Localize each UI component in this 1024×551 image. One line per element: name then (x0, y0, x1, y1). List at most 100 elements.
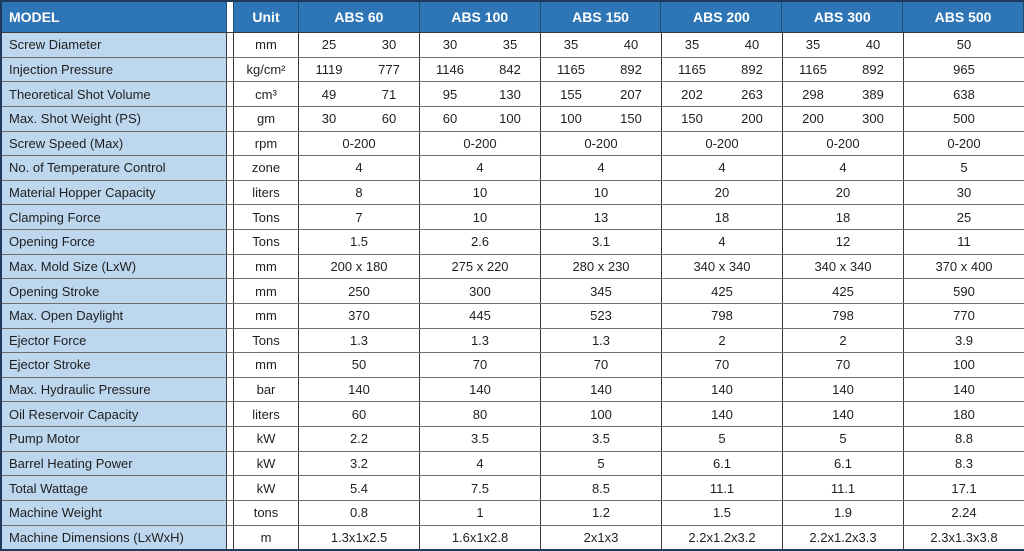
value-cell: 25 30 (299, 33, 420, 57)
row-label: Oil Reservoir Capacity (2, 402, 227, 426)
value-sub: 200 (741, 111, 763, 127)
value-cell: 770 (953, 308, 975, 324)
value-cell: 3.5 (541, 427, 662, 451)
value-cell: 523 (541, 303, 662, 328)
header-spacer (227, 2, 234, 32)
value-cell: 11.1 (662, 476, 783, 500)
value-cell: 0-200 (783, 131, 904, 156)
row-spacer (227, 427, 234, 451)
model-header-abs-100: ABS 100 (419, 2, 541, 32)
value-sub: 202 (681, 86, 703, 102)
unit-cell: mm (234, 353, 299, 377)
row-spacer (227, 156, 234, 180)
row-label: Max. Mold Size (LxW) (2, 254, 227, 279)
value-cell: 300 (420, 279, 541, 303)
unit-cell: kW (234, 451, 299, 476)
value-cell: 12 (783, 230, 904, 254)
value-cell: 2.2x1.2x3.2 (662, 525, 783, 550)
value-sub: 71 (381, 86, 397, 102)
value-sub: 155 (560, 86, 582, 102)
unit-cell: mm (234, 303, 299, 328)
table-row: Max. Mold Size (LxW) mm 200 x 180 275 x 220… (2, 253, 1024, 279)
row-spacer (227, 525, 234, 550)
row-label: Total Wattage (2, 476, 227, 500)
value-sub: 95 (442, 86, 458, 102)
unit-cell: kW (234, 427, 299, 451)
table-row: Opening Stroke mm 250 300 345 425 425 590 (2, 278, 1024, 303)
row-label: Injection Pressure (2, 57, 227, 82)
row-label: Machine Weight (2, 500, 227, 525)
value-cell: 35 40 (541, 33, 662, 57)
value-cell: 340 x 340 (662, 254, 783, 279)
value-cell: 49 71 (299, 82, 420, 106)
value-cell: 2.24 (951, 505, 977, 521)
table-row: Screw Diameter mm 25 30 30 35 35 40 35 40 35 40 50 (2, 33, 1024, 57)
value-cell: 8.3 (954, 455, 974, 471)
value-cell: 35 40 (783, 33, 904, 57)
table-row: Opening Force Tons 1.5 2.6 3.1 4 12 11 (2, 229, 1024, 254)
value-cell: 5 (541, 451, 662, 476)
value-cell: 17.1 (951, 480, 977, 496)
value-sub: 25 (321, 37, 337, 53)
table-row: Oil Reservoir Capacity liters 60 80 100 140 14… (2, 401, 1024, 426)
value-cell: 370 (299, 303, 420, 328)
value-cell: 150 200 (662, 106, 783, 131)
value-sub: 777 (378, 61, 400, 77)
value-cell: 1165 892 (662, 57, 783, 82)
value-cell: 1.3 (299, 328, 420, 353)
value-cell: 4 (420, 451, 541, 476)
value-cell: 2x1x3 (541, 525, 662, 550)
value-cell: 1165 892 (783, 57, 904, 82)
value-cell: 30 60 (299, 106, 420, 131)
value-cell: 4 (541, 156, 662, 180)
value-cell: 5 (783, 427, 904, 451)
value-sub: 40 (623, 37, 639, 53)
value-sub: 150 (681, 111, 703, 127)
value-cell: 250 (299, 279, 420, 303)
table-row: Screw Speed (Max) rpm 0-200 0-200 0-200 0-200… (2, 130, 1024, 156)
row-spacer (227, 451, 234, 476)
unit-cell: kg/cm² (234, 57, 299, 82)
value-cell: 10 (541, 180, 662, 205)
table-row: Injection Pressure kg/cm² 1119 777 1146 842 11… (2, 56, 1024, 82)
value-cell: 7.5 (420, 476, 541, 500)
value-cell: 3.1 (541, 230, 662, 254)
value-sub: 892 (741, 61, 763, 77)
value-cell: 1.5 (299, 230, 420, 254)
row-spacer (227, 82, 234, 106)
unit-cell: cm³ (234, 82, 299, 106)
value-cell: 275 x 220 (420, 254, 541, 279)
value-cell: 3.2 (299, 451, 420, 476)
value-cell: 8.8 (954, 431, 974, 447)
table-row: Max. Shot Weight (PS) gm 30 60 60 100 100 150 15… (2, 105, 1024, 131)
row-label: Max. Open Daylight (2, 303, 227, 328)
value-sub: 1165 (557, 61, 585, 77)
value-cell: 8.5 (541, 476, 662, 500)
value-cell: 1119 777 (299, 57, 420, 82)
value-cell: 425 (783, 279, 904, 303)
row-label: Max. Shot Weight (PS) (2, 106, 227, 131)
value-cell: 965 (953, 61, 975, 77)
value-cell: 180 (953, 406, 975, 422)
value-cell: 140 (541, 377, 662, 402)
value-cell: 280 x 230 (541, 254, 662, 279)
row-spacer (227, 500, 234, 525)
value-cell: 10 (420, 205, 541, 229)
value-cell: 298 389 (783, 82, 904, 106)
value-cell: 445 (420, 303, 541, 328)
value-sub: 100 (560, 111, 582, 127)
row-spacer (227, 131, 234, 156)
value-cell: 1.3 (541, 328, 662, 353)
value-sub: 300 (862, 111, 884, 127)
row-label: Theoretical Shot Volume (2, 82, 227, 106)
value-sub: 35 (684, 37, 700, 53)
model-header-abs-150: ABS 150 (540, 2, 662, 32)
value-sub: 892 (620, 61, 642, 77)
value-cell: 100 150 (541, 106, 662, 131)
value-cell: 20 (783, 180, 904, 205)
table-row: Ejector Force Tons 1.3 1.3 1.3 2 2 3.9 (2, 327, 1024, 353)
value-cell: 1.2 (541, 500, 662, 525)
value-cell: 345 (541, 279, 662, 303)
table-row: No. of Temperature Control zone 4 4 4 4 4 5 (2, 155, 1024, 180)
model-column-header: MODEL (2, 2, 227, 32)
